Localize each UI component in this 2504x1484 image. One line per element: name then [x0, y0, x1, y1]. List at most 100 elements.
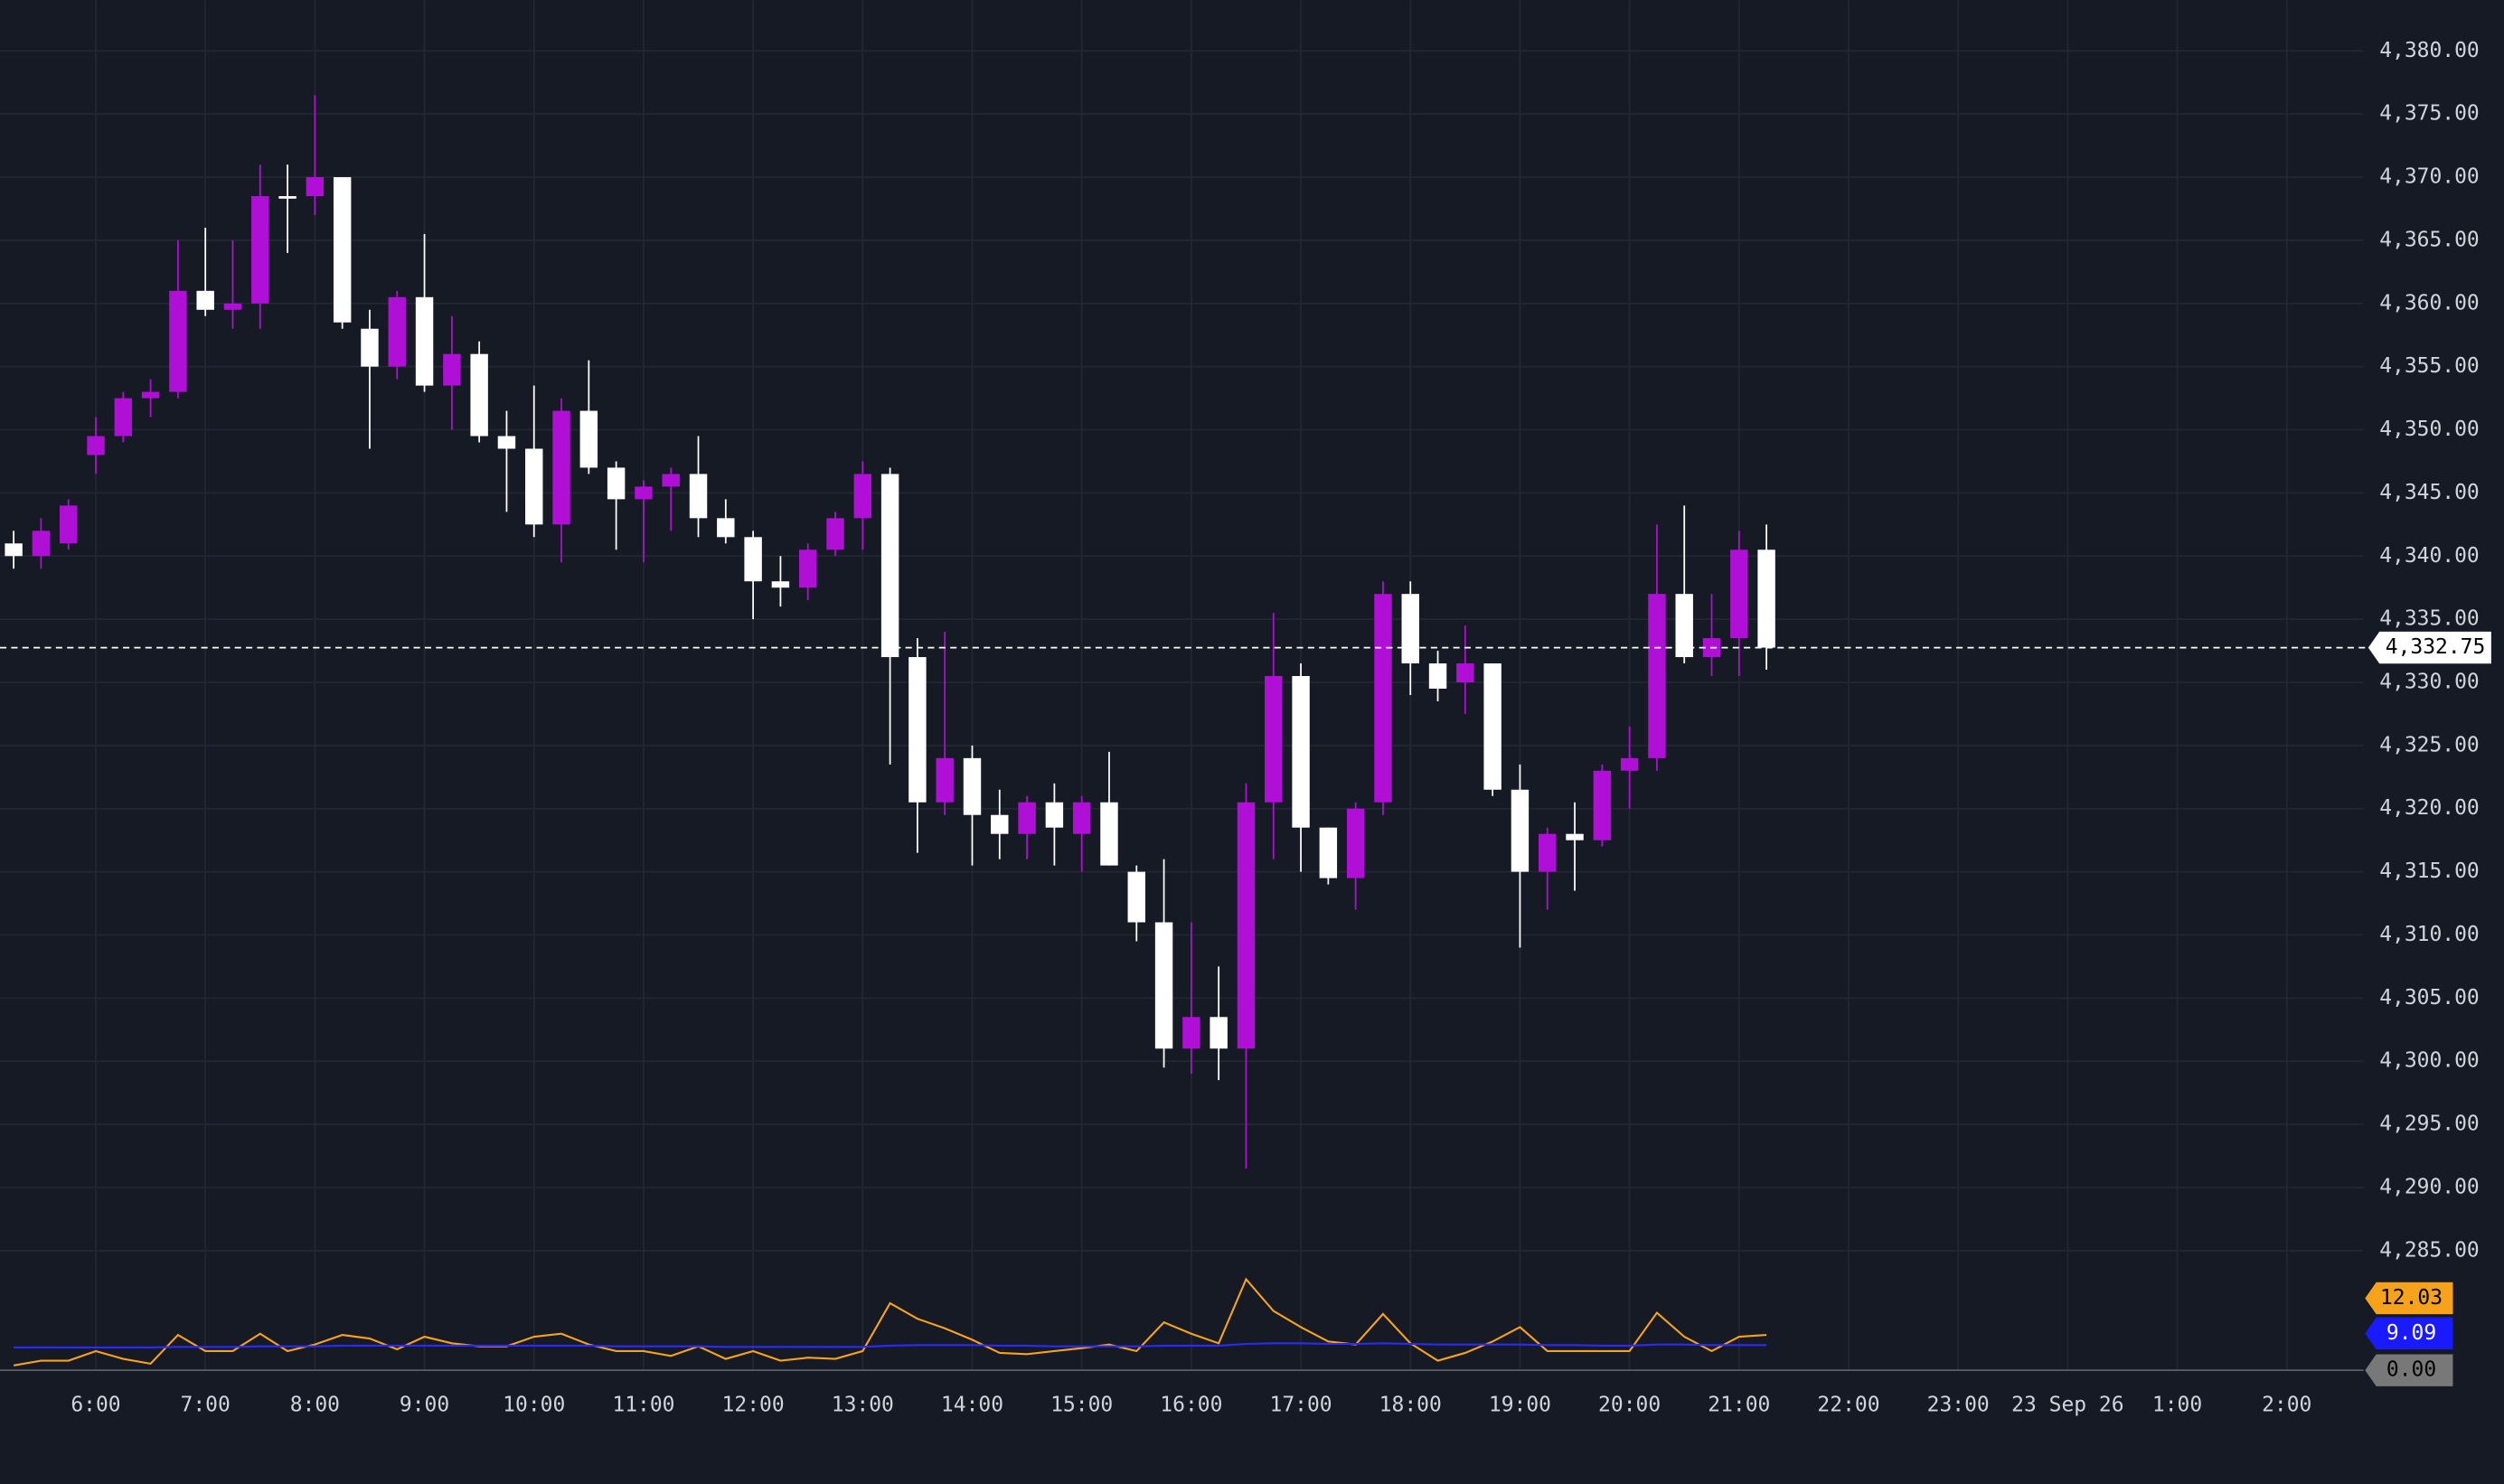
- candle-body: [1127, 871, 1145, 923]
- y-tick-label: 4,365.00: [2379, 228, 2480, 251]
- y-tick-label: 4,355.00: [2379, 354, 2480, 378]
- x-tick-label: 7:00: [181, 1394, 231, 1417]
- y-tick-label: 4,335.00: [2379, 607, 2480, 631]
- candle-body: [908, 657, 927, 803]
- candle-body: [826, 518, 844, 550]
- y-tick-label: 4,290.00: [2379, 1175, 2480, 1198]
- candle-body: [853, 474, 872, 519]
- x-tick-label: 14:00: [941, 1394, 1003, 1417]
- last-price-badge: [2368, 631, 2491, 664]
- candle-body: [87, 436, 105, 456]
- x-tick-label: 15:00: [1050, 1394, 1113, 1417]
- marks: [0, 95, 2368, 1367]
- value-badge: [2365, 1354, 2453, 1386]
- candle-body: [963, 757, 982, 815]
- candle-body: [552, 410, 570, 525]
- candle-body: [1210, 1017, 1228, 1049]
- candle-body: [1265, 676, 1283, 803]
- volume-line: [14, 1342, 1767, 1349]
- candle-body: [1428, 663, 1447, 689]
- candle-body: [1620, 757, 1639, 771]
- value-badge-label: 0.00: [2386, 1358, 2436, 1382]
- x-tick-label: 23:00: [1927, 1394, 1990, 1417]
- candle-body: [223, 303, 242, 310]
- candle-body: [1072, 802, 1091, 834]
- candle-body: [1675, 594, 1693, 658]
- x-tick-label: 23 Sep 26: [2011, 1394, 2123, 1417]
- candle-body: [525, 448, 543, 525]
- y-tick-label: 4,330.00: [2379, 671, 2480, 694]
- x-tick-label: 19:00: [1489, 1394, 1551, 1417]
- candle-body: [1154, 922, 1173, 1049]
- candle-body: [1319, 827, 1338, 878]
- candle-body: [1182, 1017, 1200, 1049]
- y-tick-label: 4,300.00: [2379, 1049, 2480, 1073]
- y-tick-label: 4,295.00: [2379, 1113, 2480, 1136]
- candle-body: [936, 757, 954, 803]
- value-badge-label: 9.09: [2386, 1321, 2436, 1345]
- candle-body: [1346, 808, 1365, 878]
- x-tick-label: 10:00: [503, 1394, 565, 1417]
- candle-body: [443, 353, 461, 386]
- candle-body: [689, 474, 708, 519]
- candle-body: [744, 537, 762, 582]
- candle-body: [278, 196, 297, 199]
- candle-body: [1593, 770, 1612, 841]
- x-tick-label: 18:00: [1379, 1394, 1442, 1417]
- x-tick-label: 13:00: [832, 1394, 894, 1417]
- candle-body: [1292, 676, 1310, 828]
- y-tick-label: 4,315.00: [2379, 859, 2480, 883]
- y-tick-label: 4,370.00: [2379, 165, 2480, 189]
- candle-body: [1511, 789, 1530, 872]
- candle-body: [1374, 594, 1392, 803]
- candle-body: [1483, 663, 1501, 790]
- y-tick-label: 4,320.00: [2379, 796, 2480, 820]
- candle-body: [1757, 549, 1775, 648]
- y-tick-label: 4,350.00: [2379, 418, 2480, 441]
- candle-body: [388, 296, 406, 367]
- x-tick-label: 1:00: [2152, 1394, 2202, 1417]
- x-tick-label: 9:00: [400, 1394, 449, 1417]
- candle-body: [1456, 663, 1474, 683]
- candle-body: [415, 296, 434, 386]
- candle-body: [607, 467, 626, 500]
- y-tick-label: 4,360.00: [2379, 291, 2480, 315]
- x-tick-label: 17:00: [1270, 1394, 1332, 1417]
- candle-body: [497, 436, 516, 449]
- candle-body: [662, 474, 680, 487]
- value-badge: [2365, 1317, 2453, 1349]
- candle-body: [1648, 594, 1666, 758]
- candle-body: [798, 549, 817, 588]
- candle-body: [1566, 833, 1584, 841]
- y-tick-label: 4,305.00: [2379, 986, 2480, 1010]
- candle-body: [59, 505, 78, 544]
- candle-body: [717, 518, 735, 538]
- candle-body: [141, 391, 160, 399]
- x-tick-label: 16:00: [1160, 1394, 1222, 1417]
- x-tick-label: 8:00: [290, 1394, 340, 1417]
- y-tick-label: 4,380.00: [2379, 39, 2480, 62]
- candle-body: [991, 814, 1009, 834]
- candle-body: [196, 290, 214, 310]
- candle-body: [1401, 594, 1419, 664]
- x-tick-label: 22:00: [1817, 1394, 1879, 1417]
- x-tick-label: 21:00: [1708, 1394, 1770, 1417]
- candle-body: [880, 474, 899, 658]
- x-tick-label: 20:00: [1598, 1394, 1661, 1417]
- candle-body: [1018, 802, 1036, 834]
- y-tick-label: 4,340.00: [2379, 544, 2480, 568]
- labels: 4,285.00 4,290.00 4,295.00 4,300.00 4,305.00…: [71, 39, 2491, 1417]
- candle-body: [306, 177, 325, 197]
- y-tick-label: 4,285.00: [2379, 1238, 2480, 1262]
- candle-body: [333, 177, 352, 323]
- y-tick-label: 4,310.00: [2379, 923, 2480, 946]
- value-badge-label: 12.03: [2380, 1286, 2443, 1310]
- x-tick-label: 11:00: [612, 1394, 674, 1417]
- x-tick-label: 6:00: [71, 1394, 120, 1417]
- candle-body: [1045, 802, 1064, 828]
- x-tick-label: 2:00: [2262, 1394, 2311, 1417]
- candle-body: [771, 581, 790, 588]
- value-badge: [2365, 1282, 2453, 1315]
- candle-body: [169, 290, 187, 392]
